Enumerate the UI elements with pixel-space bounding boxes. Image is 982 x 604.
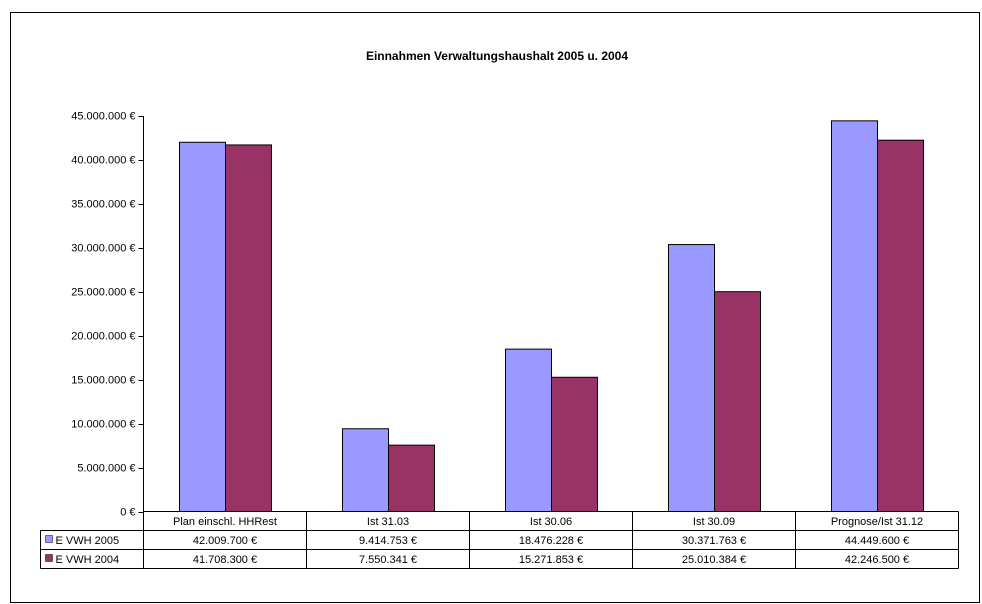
- bar: [877, 139, 924, 513]
- y-tick-label: 20.000.000 €: [71, 330, 135, 342]
- table-value: 25.010.384 €: [682, 554, 746, 566]
- legend-label: E VWH 2004: [56, 554, 120, 566]
- bar: [551, 376, 598, 512]
- table-value: 18.476.228 €: [519, 535, 583, 547]
- x-tick-label: Ist 30.09: [693, 516, 735, 528]
- y-tick-label: 15.000.000 €: [71, 374, 135, 386]
- table-value: 7.550.341 €: [359, 554, 417, 566]
- bar: [179, 141, 226, 513]
- legend-label: E VWH 2005: [56, 535, 120, 547]
- y-tick-label: 25.000.000 €: [71, 286, 135, 298]
- x-tick-label: Plan einschl. HHRest: [173, 516, 277, 528]
- table-value: 9.414.753 €: [359, 535, 417, 547]
- bar: [668, 244, 715, 512]
- bar: [831, 120, 878, 512]
- legend-swatch: [45, 554, 53, 562]
- x-tick-label: Ist 31.03: [367, 516, 409, 528]
- bar: [714, 291, 761, 513]
- y-tick-label: 5.000.000 €: [77, 462, 135, 474]
- y-tick-label: 10.000.000 €: [71, 418, 135, 430]
- y-tick-label: 0 €: [120, 506, 135, 518]
- y-tick-label: 35.000.000 €: [71, 198, 135, 210]
- table-value: 42.009.700 €: [193, 535, 257, 547]
- y-tick-label: 45.000.000 €: [71, 110, 135, 122]
- chart-title: Einnahmen Verwaltungshaushalt 2005 u. 20…: [366, 49, 628, 63]
- table-value: 41.708.300 €: [193, 554, 257, 566]
- y-tick-label: 30.000.000 €: [71, 242, 135, 254]
- table-value: 44.449.600 €: [845, 535, 909, 547]
- bar: [388, 444, 435, 513]
- bar: [342, 428, 389, 513]
- x-tick-label: Prognose/Ist 31.12: [831, 516, 923, 528]
- chart-border: [10, 12, 980, 603]
- y-tick-label: 40.000.000 €: [71, 154, 135, 166]
- x-tick-label: Ist 30.06: [530, 516, 572, 528]
- bar: [225, 144, 272, 512]
- table-value: 15.271.853 €: [519, 554, 583, 566]
- bar: [505, 348, 552, 512]
- table-value: 42.246.500 €: [845, 554, 909, 566]
- table-value: 30.371.763 €: [682, 535, 746, 547]
- legend-swatch: [45, 535, 53, 543]
